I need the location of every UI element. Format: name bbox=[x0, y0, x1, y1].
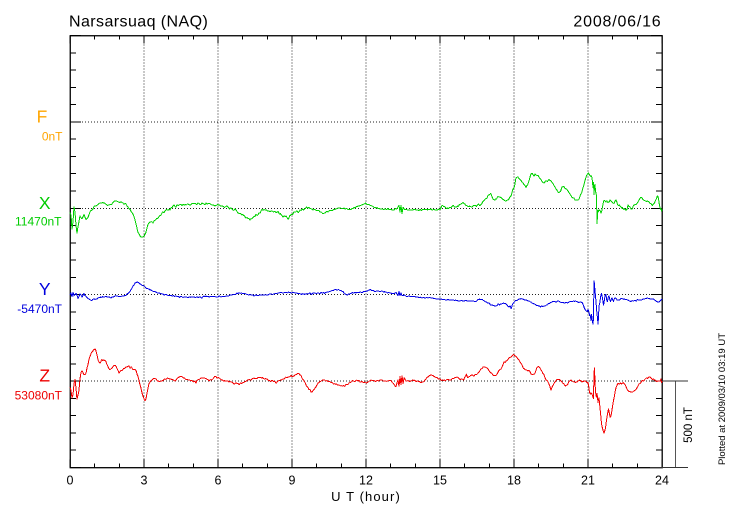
svg-text:Z: Z bbox=[39, 366, 50, 386]
svg-text:U T (hour): U T (hour) bbox=[331, 489, 401, 504]
svg-text:-5470nT: -5470nT bbox=[17, 302, 62, 316]
svg-text:Y: Y bbox=[39, 279, 51, 299]
svg-text:F: F bbox=[37, 106, 48, 126]
svg-text:Plotted at 2009/03/10 03:19 UT: Plotted at 2009/03/10 03:19 UT bbox=[717, 333, 728, 465]
svg-text:0nT: 0nT bbox=[42, 129, 63, 143]
svg-text:Narsarsuaq (NAQ): Narsarsuaq (NAQ) bbox=[69, 14, 208, 31]
svg-text:2008/06/16: 2008/06/16 bbox=[573, 14, 661, 31]
svg-text:3: 3 bbox=[141, 474, 148, 488]
svg-text:6: 6 bbox=[215, 474, 222, 488]
svg-text:0: 0 bbox=[67, 474, 74, 488]
svg-text:X: X bbox=[39, 193, 51, 213]
svg-text:53080nT: 53080nT bbox=[15, 389, 63, 403]
svg-text:12: 12 bbox=[359, 474, 373, 488]
svg-text:500 nT: 500 nT bbox=[683, 407, 695, 443]
svg-text:11470nT: 11470nT bbox=[15, 215, 62, 229]
svg-text:15: 15 bbox=[433, 474, 447, 488]
svg-text:9: 9 bbox=[289, 474, 296, 488]
svg-text:24: 24 bbox=[655, 474, 669, 488]
svg-text:18: 18 bbox=[507, 474, 521, 488]
svg-text:21: 21 bbox=[581, 474, 595, 488]
